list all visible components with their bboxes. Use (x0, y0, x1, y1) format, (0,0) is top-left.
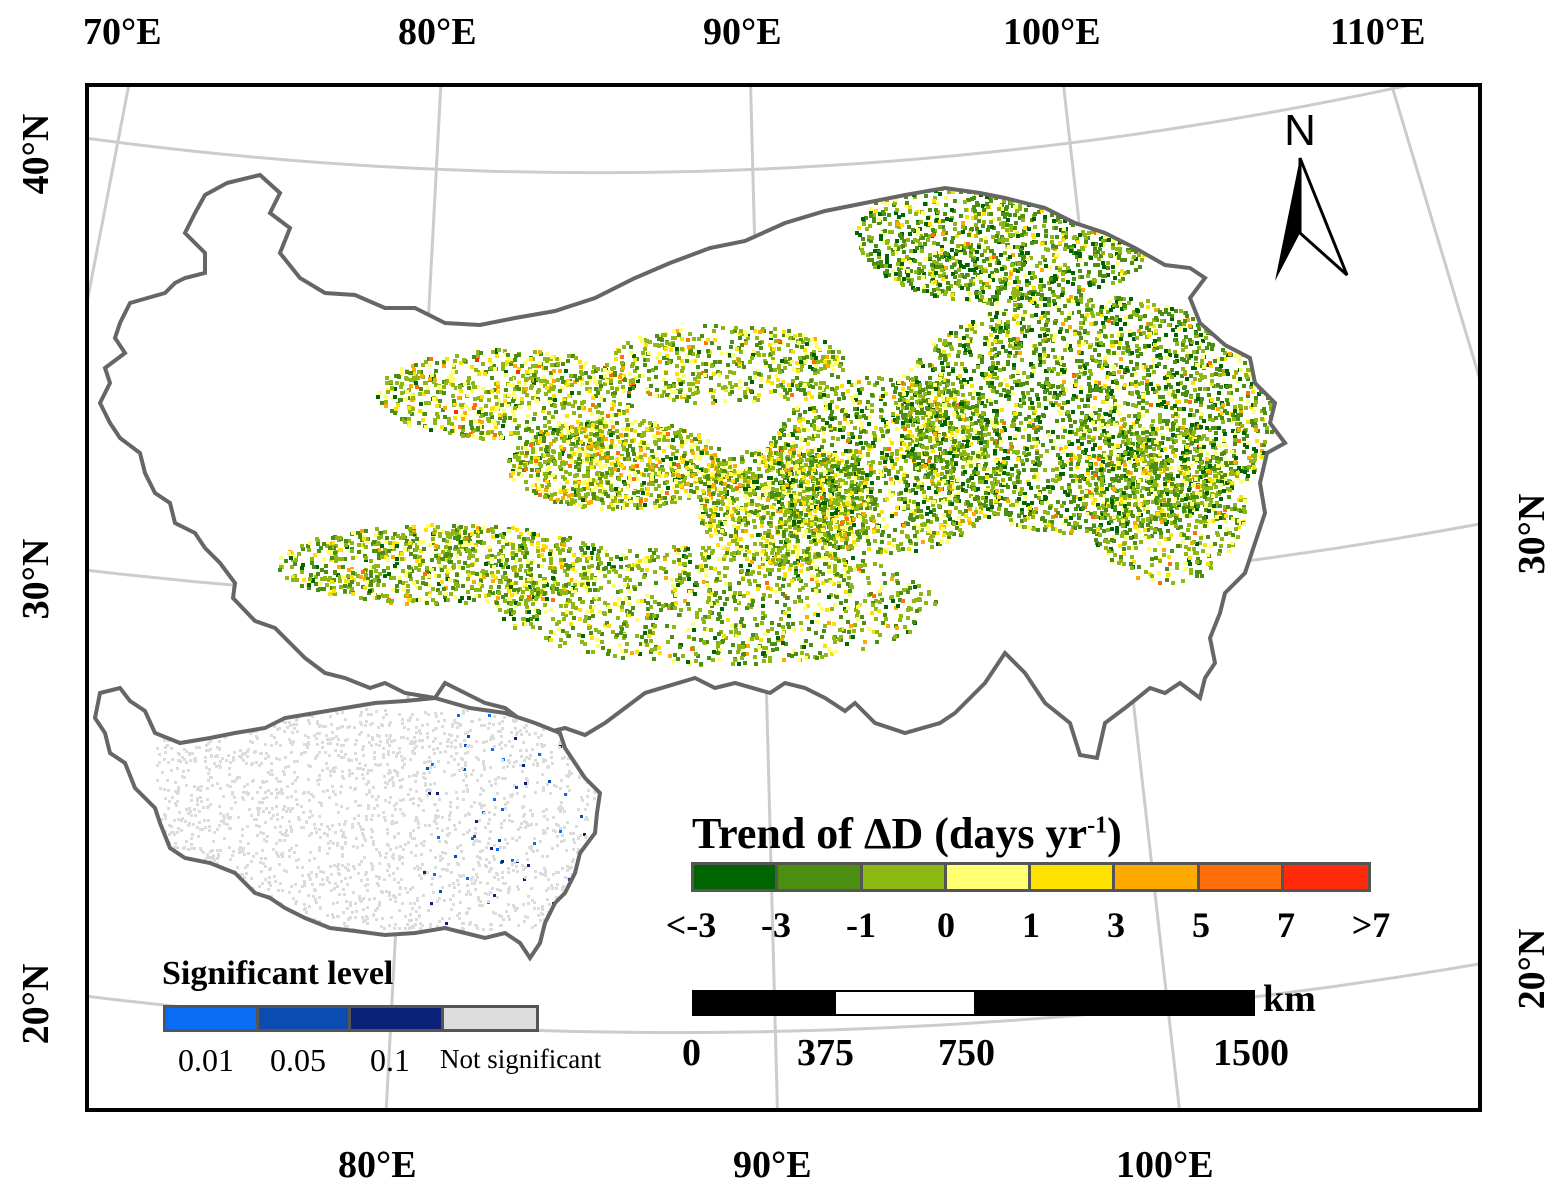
map-frame (85, 83, 1482, 1112)
significance-tick-not-significant: Not significant (440, 1044, 602, 1074)
scale-bar-segment-2 (836, 992, 974, 1014)
trend-colorbar-tick: 0 (937, 905, 955, 945)
lon-label-100e-bottom: 100°E (1116, 1144, 1214, 1186)
trend-colorbar-tick: -3 (761, 905, 791, 945)
scale-tick-0: 0 (682, 1032, 701, 1074)
lat-label-40n-left: 40°N (15, 113, 57, 195)
trend-colorbar-swatch (862, 865, 947, 889)
trend-colorbar-swatch (1031, 865, 1116, 889)
trend-colorbar-swatch (946, 865, 1031, 889)
scale-tick-750: 750 (938, 1032, 995, 1074)
lon-label-90e-bottom: 90°E (733, 1144, 812, 1186)
trend-colorbar-tick: 7 (1277, 905, 1295, 945)
lon-label-100e-top: 100°E (1003, 11, 1101, 53)
significance-colorbar (163, 1005, 539, 1032)
trend-pixels (278, 175, 1277, 667)
significance-colorbar-swatch (351, 1008, 444, 1029)
trend-colorbar-tick: -1 (846, 905, 876, 945)
scale-bar-segment-3 (974, 992, 1253, 1014)
significance-colorbar-swatch (443, 1008, 536, 1029)
lat-label-20n-right: 20°N (1511, 928, 1553, 1010)
trend-colorbar-swatch (778, 865, 863, 889)
trend-legend-title-main: Trend of ΔD (days yr (692, 809, 1088, 858)
trend-colorbar-swatch (694, 865, 779, 889)
lon-label-110e-top: 110°E (1330, 11, 1426, 53)
trend-legend-title-end: ) (1107, 809, 1122, 858)
significance-legend-title: Significant level (162, 955, 394, 992)
lon-label-80e-bottom: 80°E (338, 1144, 417, 1186)
north-arrow-icon: N (1275, 106, 1349, 281)
trend-legend-title-sup: -1 (1087, 812, 1108, 839)
trend-colorbar-swatch (1199, 865, 1284, 889)
trend-colorbar (691, 862, 1371, 892)
scale-tick-375: 375 (797, 1032, 854, 1074)
plateau-main-map (98, 173, 1287, 760)
trend-colorbar-tick: 1 (1022, 905, 1040, 945)
significance-colorbar-swatch (166, 1008, 259, 1029)
scale-tick-1500: 1500 (1213, 1032, 1289, 1074)
trend-colorbar-tick: <-3 (665, 905, 717, 945)
trend-colorbar-swatch (1115, 865, 1200, 889)
lon-label-90e-top: 90°E (703, 11, 782, 53)
significance-colorbar-swatch (258, 1008, 351, 1029)
map-canvas: N (85, 83, 1482, 1112)
significance-tick-0.01: 0.01 (178, 1042, 234, 1078)
lon-label-70e-top: 70°E (83, 11, 162, 53)
lat-label-30n-left: 30°N (15, 538, 57, 620)
graticule-meridian-70e (85, 83, 131, 314)
lon-label-80e-top: 80°E (398, 11, 477, 53)
trend-colorbar-tick: 5 (1192, 905, 1210, 945)
trend-colorbar-tick: 3 (1107, 905, 1125, 945)
trend-colorbar-tick: >7 (1351, 905, 1391, 945)
significance-tick-0.05: 0.05 (270, 1042, 326, 1078)
scale-bar-segment-1 (694, 992, 836, 1014)
trend-colorbar-swatch (1283, 865, 1368, 889)
lat-label-20n-left: 20°N (15, 963, 57, 1045)
scale-bar-unit: km (1263, 978, 1316, 1020)
north-arrow-label: N (1284, 106, 1316, 155)
graticule-parallel-40n (85, 83, 1426, 175)
significance-tick-0.1: 0.1 (370, 1042, 410, 1078)
graticule-meridian-110e (1389, 83, 1482, 392)
scale-bar (692, 990, 1255, 1016)
lat-label-30n-right: 30°N (1511, 493, 1553, 575)
trend-legend-title: Trend of ΔD (days yr-1) (692, 812, 1122, 856)
